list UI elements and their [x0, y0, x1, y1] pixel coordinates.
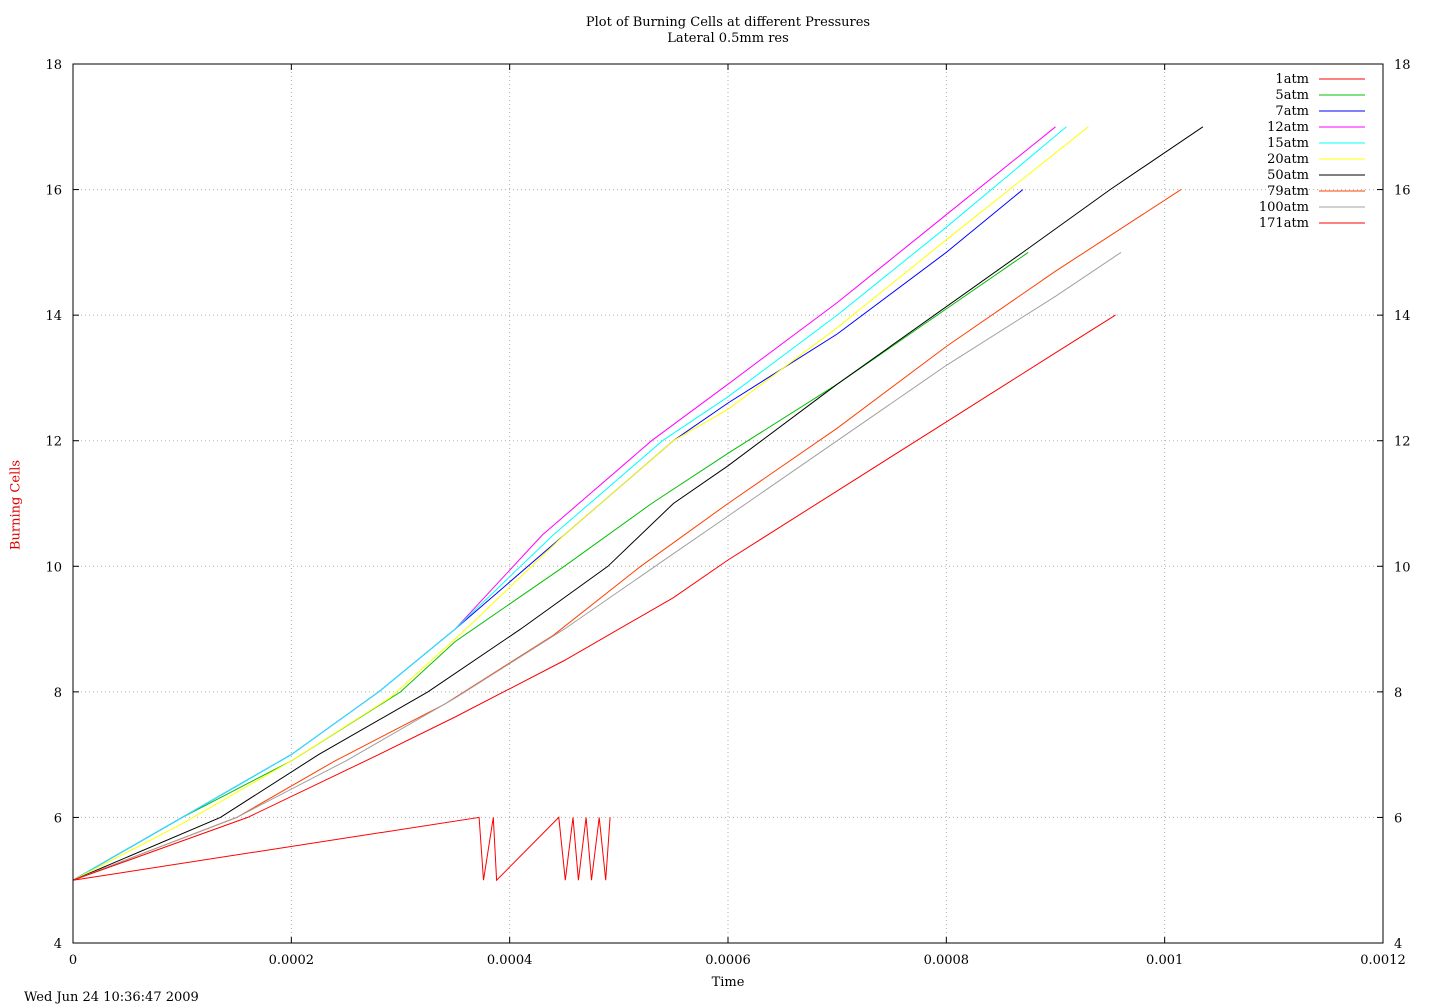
legend: 1atm5atm7atm12atm15atm20atm50atm79atm100… — [1259, 72, 1365, 231]
legend-label: 100atm — [1259, 200, 1309, 215]
legend-label: 50atm — [1267, 168, 1309, 183]
series-line-50atm — [72, 126, 1204, 881]
chart-title: Plot of Burning Cells at different Press… — [585, 15, 871, 30]
series-line-5atm — [72, 251, 1029, 881]
y-tick-label-left: 16 — [45, 184, 62, 199]
series-line-100atm — [72, 251, 1122, 881]
y-tick-label-left: 18 — [45, 58, 62, 73]
y-tick-label-right: 10 — [1394, 560, 1411, 575]
legend-label: 20atm — [1267, 152, 1309, 167]
series-line-1atm — [72, 816, 611, 882]
y-tick-label-right: 12 — [1394, 435, 1411, 450]
series-line-15atm — [72, 126, 1067, 881]
legend-label: 7atm — [1275, 104, 1309, 119]
x-tick-label: 0.0006 — [705, 953, 751, 968]
series-lines — [72, 126, 1204, 882]
y-tick-label-left: 12 — [45, 435, 62, 450]
y-tick-label-right: 6 — [1394, 811, 1402, 826]
y-axis-label: Burning Cells — [8, 459, 24, 551]
timestamp: Wed Jun 24 10:36:47 2009 — [24, 990, 199, 1005]
y-tick-label-left: 6 — [54, 811, 62, 826]
y-tick-label-right: 4 — [1394, 937, 1402, 952]
y-tick-label-right: 18 — [1394, 58, 1411, 73]
y-tick-label-right: 14 — [1394, 309, 1411, 324]
x-tick-label: 0.0012 — [1360, 953, 1406, 968]
x-tick-label: 0.0008 — [924, 953, 970, 968]
x-tick-label: 0 — [69, 953, 77, 968]
x-axis-label: Time — [711, 975, 745, 990]
y-tick-label-left: 10 — [45, 560, 62, 575]
series-line-20atm — [72, 126, 1089, 881]
legend-label: 15atm — [1267, 136, 1309, 151]
chart-subtitle: Lateral 0.5mm res — [667, 31, 789, 46]
y-tick-label-left: 14 — [45, 309, 62, 324]
legend-label: 171atm — [1259, 216, 1309, 231]
x-tick-label: 0.0004 — [487, 953, 533, 968]
series-line-79atm — [72, 189, 1182, 881]
y-tick-label-left: 8 — [54, 686, 62, 701]
x-tick-label: 0.0002 — [269, 953, 315, 968]
series-line-171atm — [72, 314, 1116, 881]
legend-label: 5atm — [1275, 88, 1309, 103]
legend-label: 1atm — [1275, 72, 1309, 87]
series-line-12atm — [72, 126, 1056, 881]
y-tick-label-left: 4 — [54, 937, 62, 952]
legend-label: 12atm — [1267, 120, 1309, 135]
x-tick-label: 0.001 — [1146, 953, 1183, 968]
legend-label: 79atm — [1267, 184, 1309, 199]
y-tick-label-right: 8 — [1394, 686, 1402, 701]
y-tick-label-right: 16 — [1394, 184, 1411, 199]
